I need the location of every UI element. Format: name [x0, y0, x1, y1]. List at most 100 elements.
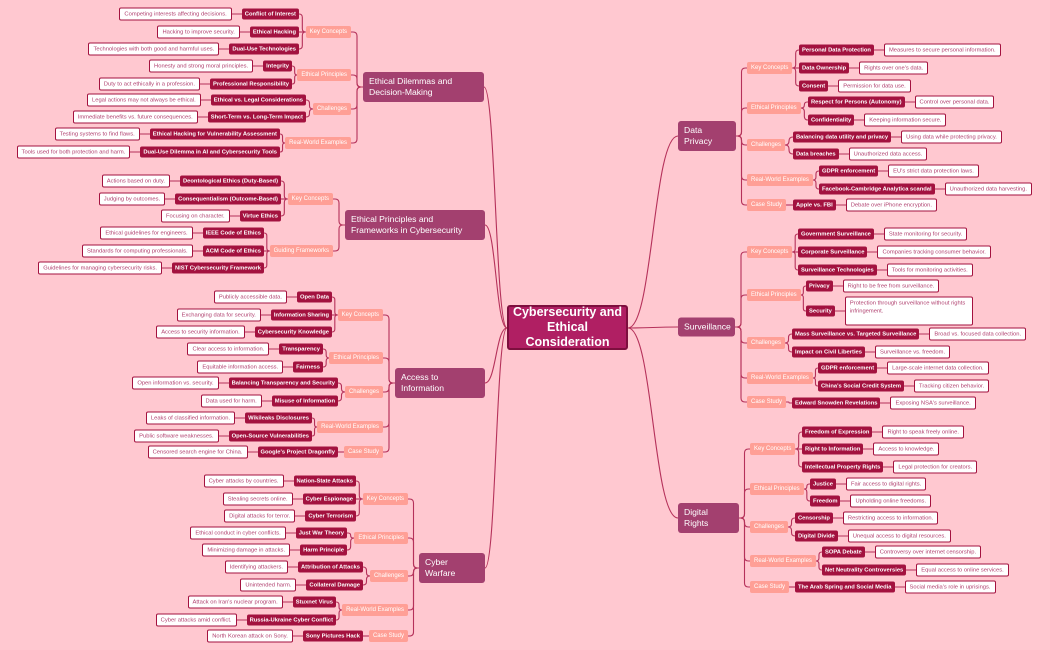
description-node[interactable]: Unauthorized data harvesting.	[944, 182, 1032, 196]
concept-node[interactable]: Right to Information	[802, 443, 864, 455]
category-node[interactable]: Real-World Examples	[317, 421, 383, 433]
category-node[interactable]: Ethical Principles	[354, 532, 408, 544]
category-node[interactable]: Ethical Principles	[750, 483, 804, 495]
description-node[interactable]: Measures to secure personal information.	[883, 43, 1001, 57]
description-node[interactable]: Protection through surveillance without …	[844, 296, 973, 326]
concept-node[interactable]: Impact on Civil Liberties	[792, 346, 866, 358]
description-node[interactable]: Surveillance vs. freedom.	[875, 345, 951, 359]
concept-node[interactable]: Fairness	[293, 361, 323, 373]
category-node[interactable]: Challenges	[747, 337, 786, 349]
description-node[interactable]: Digital attacks for terror.	[224, 509, 296, 523]
description-node[interactable]: Identifying attackers.	[224, 560, 288, 574]
topic-node[interactable]: Surveillance	[678, 317, 735, 337]
concept-node[interactable]: Open Data	[297, 291, 332, 303]
topic-node[interactable]: Ethical Principles and Frameworks in Cyb…	[345, 210, 485, 240]
description-node[interactable]: Stealing secrets online.	[222, 492, 293, 506]
description-node[interactable]: Ethical conduct in cyber conflicts.	[190, 526, 286, 540]
concept-node[interactable]: Nation-State Attacks	[293, 475, 356, 487]
description-node[interactable]: Unauthorized data access.	[848, 147, 928, 161]
concept-node[interactable]: Attribution of Attacks	[297, 561, 363, 573]
description-node[interactable]: Legal actions may not always be ethical.	[87, 93, 201, 107]
concept-node[interactable]: Harm Principle	[300, 544, 347, 556]
concept-node[interactable]: Consequentialism (Outcome-Based)	[175, 193, 281, 205]
category-node[interactable]: Key Concepts	[747, 62, 793, 74]
concept-node[interactable]: Cyber Espionage	[302, 493, 356, 505]
concept-node[interactable]: IEEE Code of Ethics	[202, 227, 264, 239]
concept-node[interactable]: ACM Code of Ethics	[202, 245, 264, 257]
description-node[interactable]: Unequal access to digital resources.	[847, 529, 951, 543]
description-node[interactable]: Attack on Iran's nuclear program.	[187, 595, 283, 609]
category-node[interactable]: Challenges	[369, 570, 408, 582]
concept-node[interactable]: Privacy	[806, 280, 833, 292]
concept-node[interactable]: NIST Cybersecurity Framework	[171, 262, 264, 274]
concept-node[interactable]: Information Sharing	[270, 309, 332, 321]
category-node[interactable]: Challenges	[750, 521, 789, 533]
description-node[interactable]: Control over personal data.	[914, 95, 995, 109]
concept-node[interactable]: Government Surveillance	[798, 228, 874, 240]
description-node[interactable]: Large-scale internet data collection.	[887, 361, 989, 375]
description-node[interactable]: Keeping information secure.	[864, 113, 947, 127]
description-node[interactable]: Technologies with both good and harmful …	[88, 42, 220, 56]
concept-node[interactable]: Stuxnet Virus	[292, 596, 336, 608]
concept-node[interactable]: SOPA Debate	[822, 546, 865, 558]
concept-node[interactable]: Censorship	[795, 512, 833, 524]
concept-node[interactable]: Google's Project Dragonfly	[257, 446, 338, 458]
concept-node[interactable]: Data Ownership	[799, 62, 850, 74]
category-node[interactable]: Real-World Examples	[342, 604, 408, 616]
concept-node[interactable]: Ethical Hacking for Vulnerability Assess…	[149, 128, 280, 140]
concept-node[interactable]: Virtue Ethics	[239, 210, 281, 222]
concept-node[interactable]: Transparency	[279, 343, 323, 355]
topic-node[interactable]: Access to Information	[395, 368, 485, 398]
concept-node[interactable]: Edward Snowden Revelations	[792, 397, 881, 409]
description-node[interactable]: Permission for data use.	[838, 79, 911, 93]
concept-node[interactable]: Facebook-Cambridge Analytica scandal	[819, 183, 935, 195]
concept-node[interactable]: Corporate Surveillance	[798, 246, 868, 258]
description-node[interactable]: North Korean attack on Sony.	[207, 629, 293, 643]
description-node[interactable]: Leaks of classified information.	[145, 411, 236, 425]
category-node[interactable]: Key Concepts	[287, 193, 333, 205]
concept-node[interactable]: Misuse of Information	[271, 395, 338, 407]
concept-node[interactable]: Freedom of Expression	[802, 426, 873, 438]
description-node[interactable]: Competing interests affecting decisions.	[119, 7, 232, 21]
description-node[interactable]: Censored search engine for China.	[147, 445, 248, 459]
concept-node[interactable]: Personal Data Protection	[799, 44, 874, 56]
category-node[interactable]: Key Concepts	[747, 246, 793, 258]
description-node[interactable]: Exchanging data for security.	[176, 308, 261, 322]
category-node[interactable]: Key Concepts	[337, 309, 383, 321]
description-node[interactable]: Standards for computing professionals.	[82, 244, 193, 258]
category-node[interactable]: Real-World Examples	[747, 372, 813, 384]
topic-node[interactable]: Digital Rights	[678, 503, 739, 533]
concept-node[interactable]: Balancing data utility and privacy	[793, 131, 892, 143]
concept-node[interactable]: Dual-Use Dilemma in AI and Cybersecurity…	[140, 146, 280, 158]
description-node[interactable]: Open information vs. security.	[132, 376, 219, 390]
description-node[interactable]: Rights over one's data.	[859, 61, 929, 75]
description-node[interactable]: Equal access to online services.	[916, 563, 1009, 577]
category-node[interactable]: Challenges	[344, 386, 383, 398]
description-node[interactable]: Right to speak freely online.	[882, 425, 964, 439]
concept-node[interactable]: GDPR enforcement	[818, 362, 878, 374]
description-node[interactable]: Duty to act ethically in a profession.	[98, 77, 200, 91]
concept-node[interactable]: Net Neutrality Controversies	[822, 564, 907, 576]
concept-node[interactable]: GDPR enforcement	[819, 165, 879, 177]
category-node[interactable]: Ethical Principles	[747, 102, 801, 114]
concept-node[interactable]: Collateral Damage	[306, 579, 363, 591]
description-node[interactable]: Public software weaknesses.	[134, 429, 219, 443]
category-node[interactable]: Guiding Frameworks	[269, 245, 333, 257]
description-node[interactable]: Hacking to improve security.	[157, 25, 240, 39]
concept-node[interactable]: Russia-Ukraine Cyber Conflict	[246, 614, 336, 626]
concept-node[interactable]: Dual-Use Technologies	[229, 43, 299, 55]
topic-node[interactable]: Ethical Dilemmas and Decision-Making	[363, 72, 484, 102]
concept-node[interactable]: Mass Surveillance vs. Targeted Surveilla…	[792, 328, 920, 340]
concept-node[interactable]: Security	[806, 305, 835, 317]
concept-node[interactable]: Digital Divide	[795, 530, 838, 542]
concept-node[interactable]: Short-Term vs. Long-Term Impact	[207, 111, 306, 123]
concept-node[interactable]: Surveillance Technologies	[798, 264, 877, 276]
category-node[interactable]: Case Study	[343, 446, 383, 458]
concept-node[interactable]: Cybersecurity Knowledge	[254, 326, 332, 338]
description-node[interactable]: Fair access to digital rights.	[845, 477, 927, 491]
description-node[interactable]: Focusing on character.	[161, 209, 230, 223]
category-node[interactable]: Key Concepts	[750, 443, 796, 455]
concept-node[interactable]: The Arab Spring and Social Media	[795, 581, 895, 593]
concept-node[interactable]: Professional Responsibility	[209, 78, 292, 90]
description-node[interactable]: Publicly accessible data.	[213, 290, 287, 304]
